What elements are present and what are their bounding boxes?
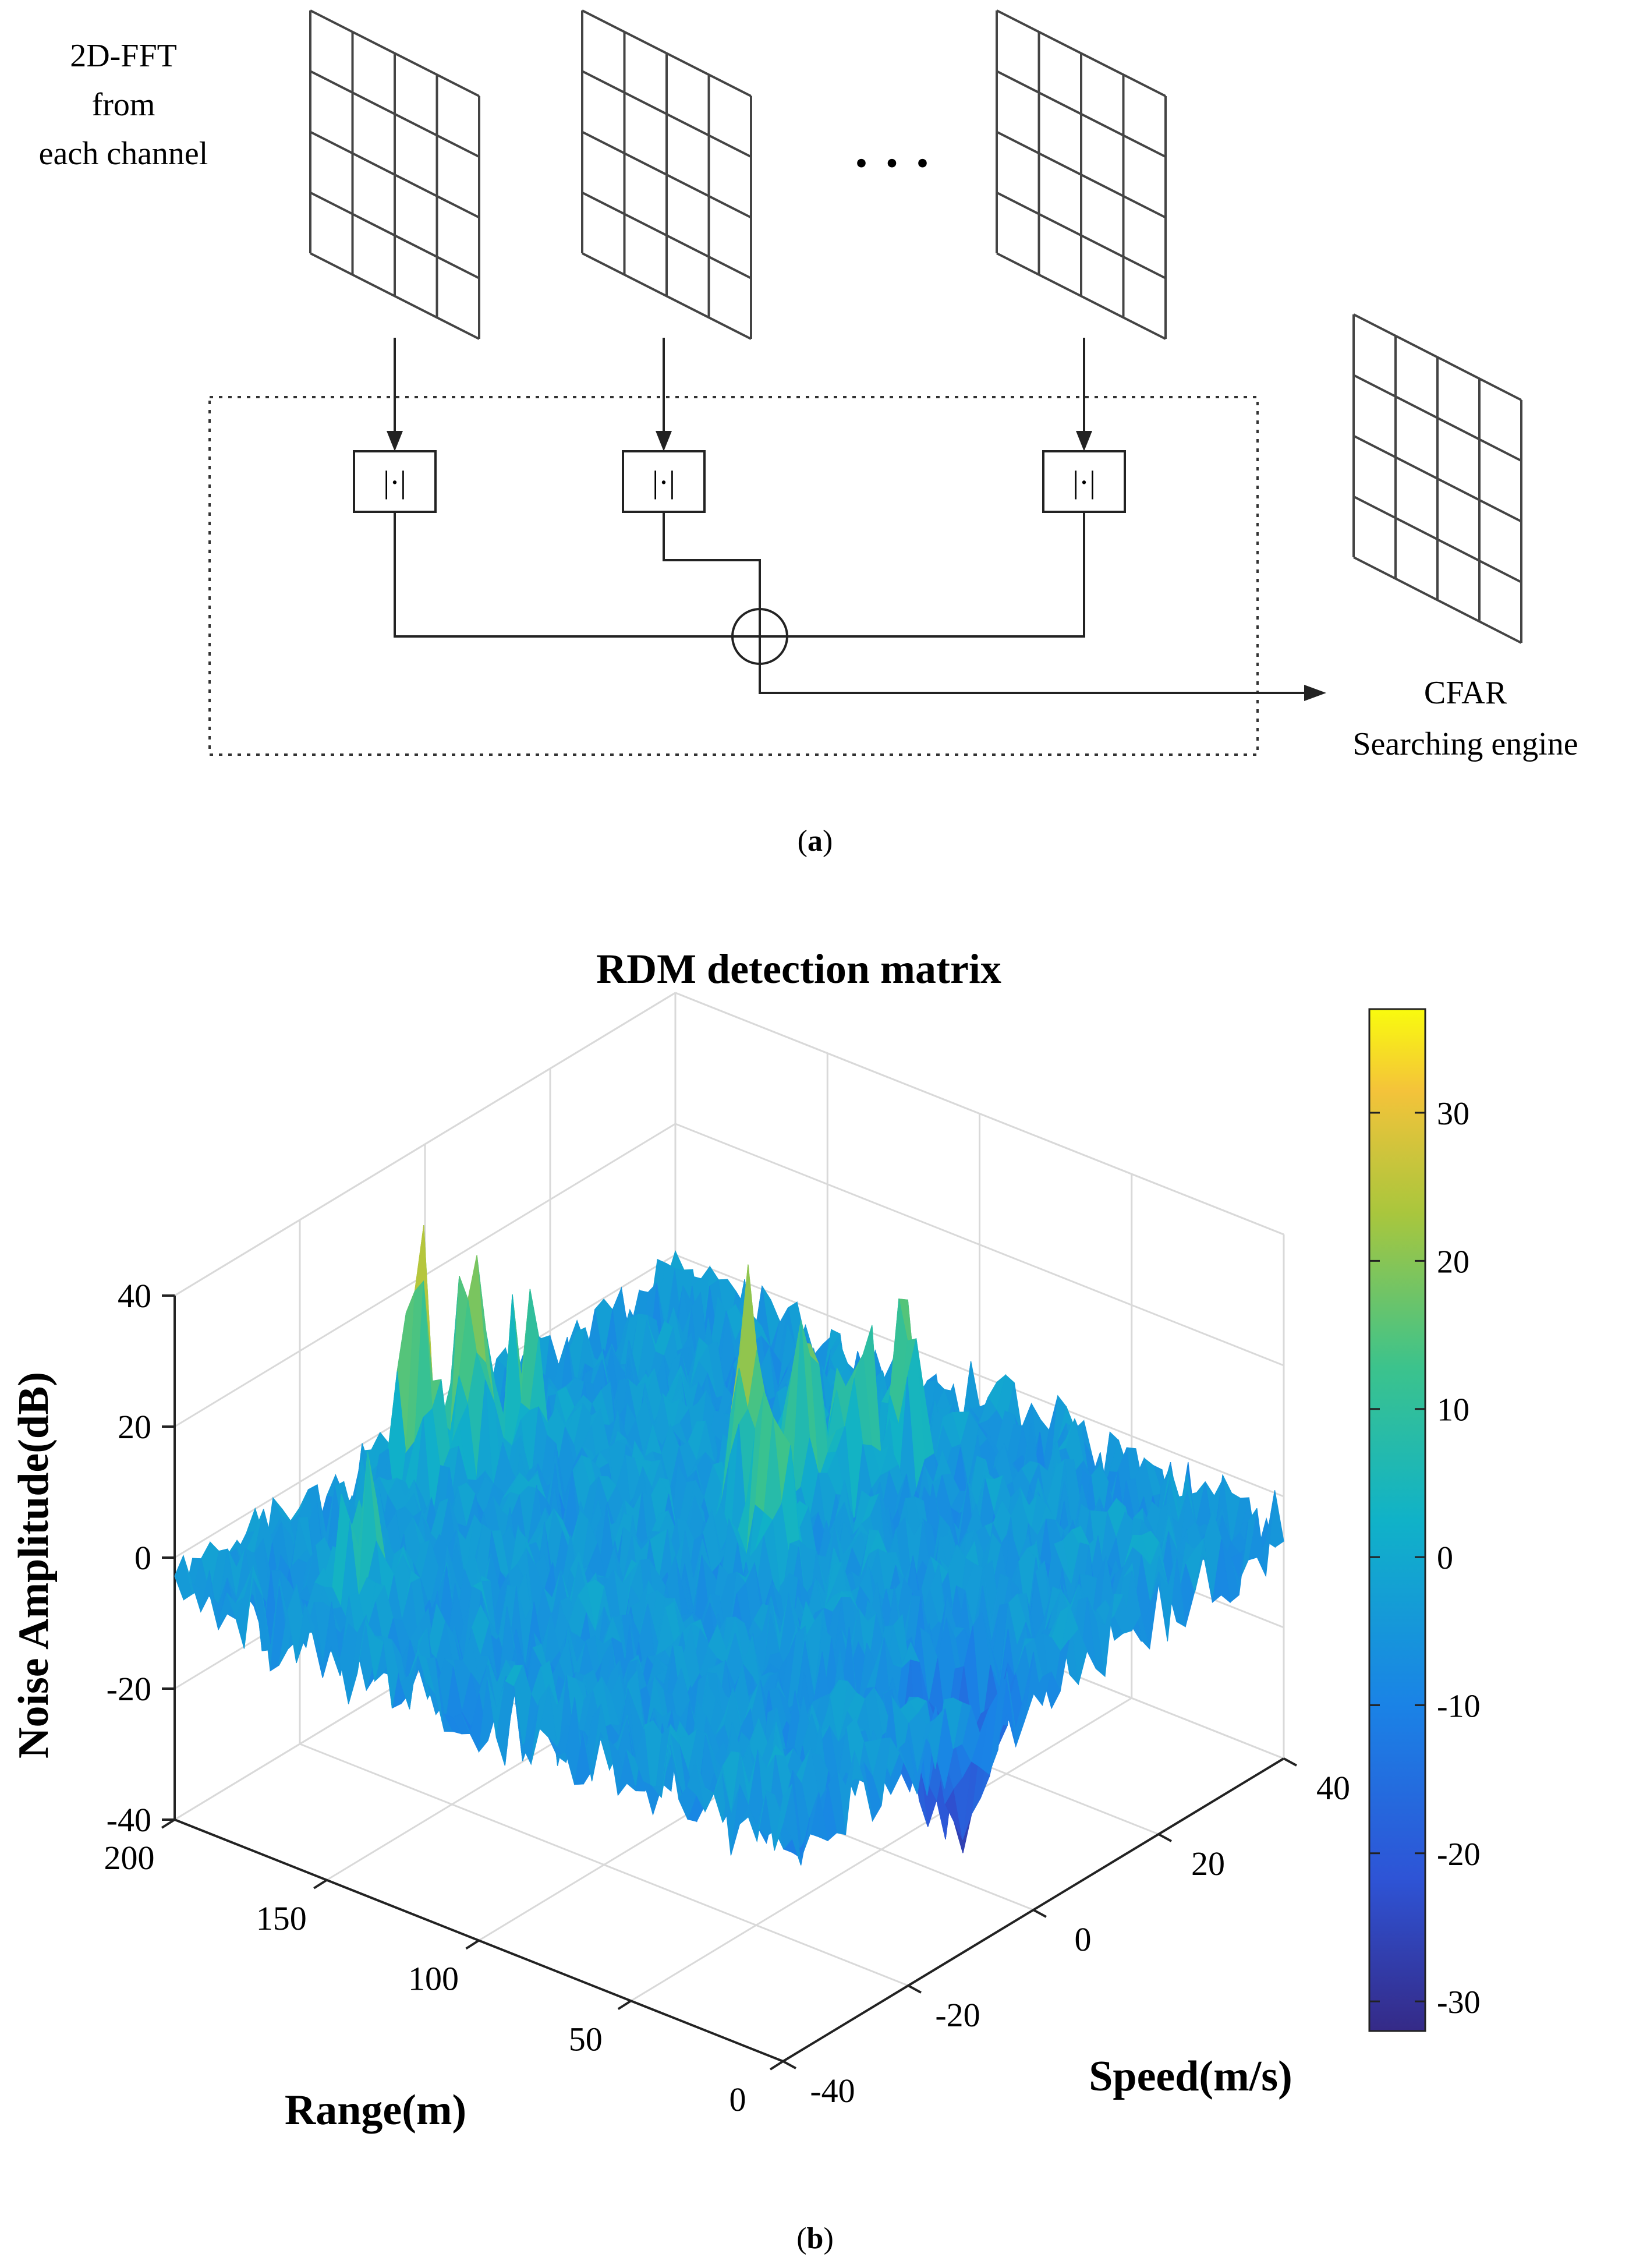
abs-box-2-label: |·| [652,465,675,500]
speed-tick [1283,1757,1297,1767]
speed-tick-label: -20 [935,1996,980,2034]
arrowhead-1 [387,431,403,451]
y-axis-label: Speed(m/s) [1089,2053,1292,2100]
caption-a-letter: a [808,825,823,858]
range-tick [161,1818,176,1829]
floor-grid-speed [299,1743,909,1987]
wall-grid-horizontal [675,1254,1284,1498]
channel-matrix-2 [581,9,752,340]
input-label-line-3: each channel [39,136,208,172]
arrowhead-2 [656,431,672,451]
output-arrowhead [1304,685,1326,701]
colorbar-tick-label: -20 [1437,1837,1481,1873]
output-label-line-2: Searching engine [1352,726,1578,762]
speed-tick [1033,1909,1047,1918]
z-tick-label: 0 [134,1539,151,1577]
speed-tick [782,2060,796,2069]
colorbar-tick-label: 10 [1437,1392,1469,1428]
wall-grid-horizontal [675,1123,1284,1367]
caption-b: (b) [774,2221,856,2256]
range-tick-label: 150 [256,1899,307,1937]
input-label-line-1: 2D-FFT [70,38,177,74]
speed-tick-label: 40 [1316,1769,1350,1807]
range-tick [617,2000,632,2010]
abs-box-3-label: |·| [1072,465,1096,500]
caption-b-close: ) [823,2222,834,2255]
abs-box-1-label: |·| [383,465,406,500]
chart-title: RDM detection matrix [596,946,1001,992]
x-axis-label: Range(m) [285,2086,466,2134]
z-tick-label: -20 [107,1670,151,1708]
channel-matrix-1 [309,9,480,340]
colorbar-tick-label: 30 [1437,1096,1469,1132]
range-tick-label: 100 [408,1960,459,1998]
arrowhead-3 [1076,431,1092,451]
speed-tick-label: 0 [1075,1920,1092,1958]
caption-b-open: ( [796,2222,807,2255]
range-tick-label: 50 [569,2020,603,2058]
z-tick-label: 40 [118,1277,151,1315]
colorbar-tick-label: -30 [1437,1984,1481,2021]
output-matrix [1352,313,1522,644]
colorbar-tick-label: -10 [1437,1688,1481,1724]
range-tick-label: 0 [729,2081,746,2118]
caption-a-close: ) [823,825,833,858]
abs-box-1 [353,450,437,513]
z-tick-label: 20 [118,1408,151,1446]
z-axis-label: Noise Amplitude(dB) [10,1372,58,1759]
surface-patch [774,1784,792,1851]
range-tick-label: 200 [104,1839,155,1877]
sum-line-left [394,512,732,638]
channel-matrix-3 [996,9,1167,340]
box-edge [675,992,1284,1236]
caption-a-open: ( [797,825,808,858]
output-line [759,664,1304,694]
colorbar [1368,1008,1426,2032]
output-label-line-1: CFAR [1424,675,1507,711]
colorbar-tick-label: 20 [1437,1244,1469,1280]
speed-tick-label: -40 [810,2072,855,2110]
speed-tick [1158,1833,1172,1842]
caption-a: (a) [774,824,856,858]
z-tick-label: -40 [107,1801,151,1839]
speed-tick-label: 20 [1191,1845,1225,1883]
colorbar-tick-label: 0 [1437,1540,1453,1576]
ellipsis: · · · [852,135,931,192]
input-label-line-2: from [92,87,155,123]
sum-line-right [787,512,1085,638]
range-tick [769,2060,784,2071]
abs-box-3 [1042,450,1126,513]
sum-line-middle [663,512,761,610]
range-tick [465,1939,480,1950]
speed-tick [908,1984,922,1994]
range-tick [313,1879,328,1890]
figure-a-diagram: 2D-FFT from each channel · · · |·| |·| |… [39,9,1578,762]
box-edge [174,992,676,1297]
caption-b-letter: b [806,2222,824,2255]
combiner-box [208,396,1259,756]
